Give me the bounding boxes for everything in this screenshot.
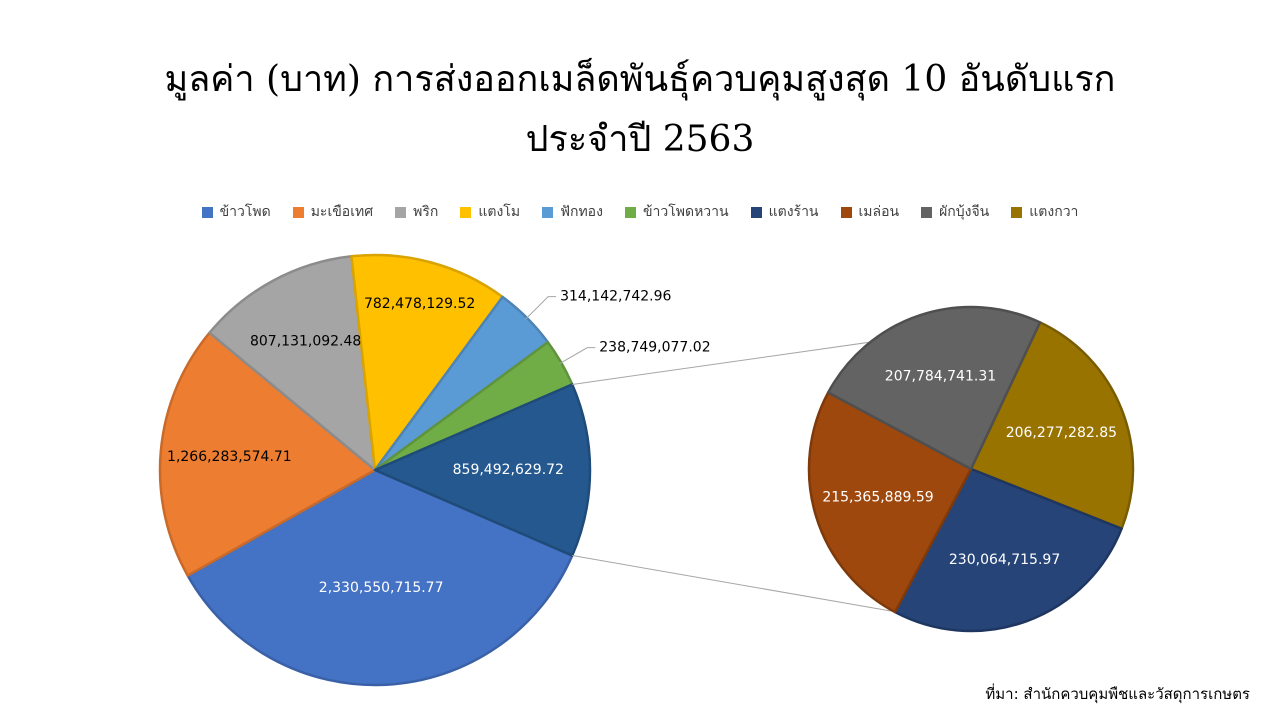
connector-line [572, 555, 892, 612]
chart-title: มูลค่า (บาท) การส่งออกเมล็ดพันธุ์ควบคุมส… [0, 50, 1280, 170]
pie-slice [969, 321, 1135, 530]
data-label: 807,131,092.48 [250, 333, 361, 349]
data-label: 230,064,715.97 [949, 552, 1060, 568]
legend-swatch [750, 206, 762, 218]
pie-slice [893, 467, 1123, 633]
legend-item: ฟักทอง [542, 201, 603, 223]
legend-label: พริก [413, 204, 439, 220]
leader-line [559, 347, 596, 365]
data-label: 314,142,742.96 [560, 289, 671, 305]
legend-label: แตงโม [478, 204, 521, 220]
legend-item: ข้าวโพดหวาน [624, 201, 729, 223]
pie-slice [350, 253, 504, 472]
legend-label: ผักบุ้งจีน [939, 204, 990, 220]
legend-swatch [1011, 206, 1023, 218]
pie-slice [373, 383, 592, 557]
legend-swatch [921, 206, 933, 218]
legend-swatch [460, 206, 472, 218]
data-label: 859,492,629.72 [453, 462, 564, 478]
chart-title-line-1: มูลค่า (บาท) การส่งออกเมล็ดพันธุ์ควบคุมส… [164, 59, 1116, 100]
legend-swatch [395, 206, 407, 218]
source-note: ที่มา: สำนักควบคุมพืชและวัสดุการเกษตร [985, 685, 1250, 703]
legend-swatch [840, 206, 852, 218]
legend-label: ข้าวโพดหวาน [642, 204, 729, 220]
legend-item: มะเขือเทศ [292, 201, 374, 223]
legend-item: ข้าวโพด [201, 201, 271, 223]
pie-slice [186, 468, 574, 687]
data-label: 2,330,550,715.77 [319, 580, 444, 596]
chart-legend: ข้าวโพด มะเขือเทศ พริก แตงโม ฟักทอง ข้าวโพดหว… [0, 201, 1280, 223]
legend-label: ข้าวโพด [219, 204, 271, 220]
pie-slice [208, 255, 377, 472]
legend-item: แตงโม [460, 201, 520, 223]
data-label: 1,266,283,574.71 [167, 449, 292, 465]
legend-item: แตงกวา [1011, 201, 1078, 223]
data-label: 238,749,077.02 [599, 340, 710, 356]
legend-swatch [201, 206, 213, 218]
legend-label: เมล่อน [858, 204, 900, 220]
legend-label: ฟักทอง [560, 204, 603, 220]
legend-item: ผักบุ้งจีน [921, 201, 989, 223]
legend-item: แตงร้าน [750, 201, 819, 223]
legend-label: มะเขือเทศ [310, 204, 374, 220]
leader-line [525, 296, 557, 320]
legend-swatch [624, 206, 636, 218]
legend-swatch [542, 206, 554, 218]
chart-title-line-2: ประจำปี 2563 [525, 119, 755, 160]
pie-slice [158, 331, 377, 577]
pie-slice [826, 305, 1042, 471]
legend-swatch [292, 206, 304, 218]
legend-label: แตงกวา [1029, 204, 1079, 220]
legend-item: เมล่อน [840, 201, 900, 223]
data-label: 207,784,741.31 [885, 369, 996, 385]
legend-item: พริก [395, 201, 438, 223]
data-label: 782,478,129.52 [364, 296, 475, 312]
legend-label: แตงร้าน [768, 204, 819, 220]
data-label: 206,277,282.85 [1006, 425, 1117, 441]
data-label: 215,365,889.59 [822, 489, 933, 505]
